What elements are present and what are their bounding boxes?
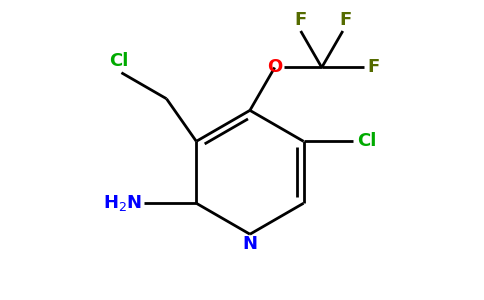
Text: F: F: [295, 11, 307, 29]
Text: H$_2$N: H$_2$N: [103, 193, 142, 213]
Text: Cl: Cl: [357, 132, 377, 150]
Text: Cl: Cl: [109, 52, 129, 70]
Text: N: N: [242, 235, 257, 253]
Text: F: F: [339, 11, 351, 29]
Text: O: O: [267, 58, 282, 76]
Text: F: F: [368, 58, 380, 76]
